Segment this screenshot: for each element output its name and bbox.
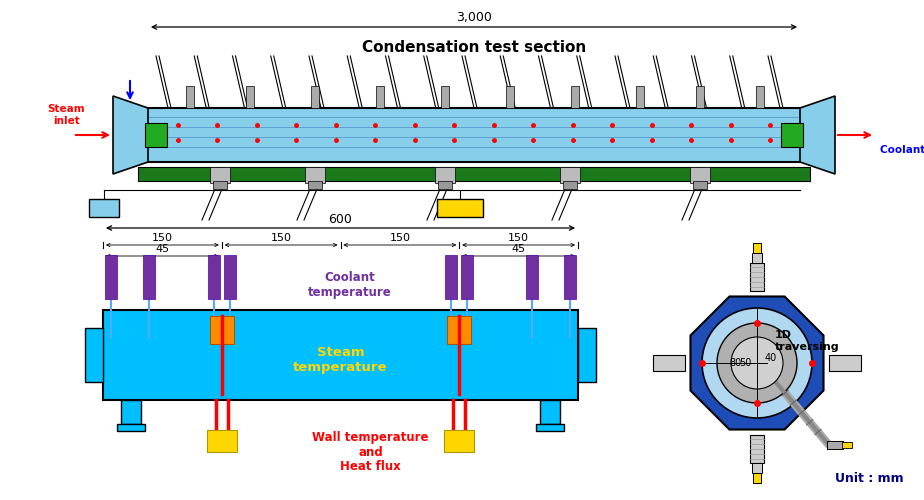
- Polygon shape: [800, 96, 835, 174]
- Bar: [208, 255, 220, 299]
- Bar: [571, 86, 579, 108]
- Text: 1D
traversing: 1D traversing: [775, 330, 840, 352]
- Text: Steam
temperature: Steam temperature: [293, 346, 388, 374]
- Bar: [445, 255, 457, 299]
- Text: 80: 80: [729, 358, 741, 368]
- Bar: [461, 255, 473, 299]
- Text: Coolant
temperature: Coolant temperature: [308, 271, 392, 299]
- Text: PT: PT: [96, 203, 112, 213]
- Bar: [438, 181, 452, 189]
- Bar: [756, 86, 764, 108]
- Bar: [564, 255, 576, 299]
- Bar: [753, 243, 761, 253]
- Bar: [506, 86, 514, 108]
- Bar: [536, 424, 564, 431]
- Bar: [308, 181, 322, 189]
- Bar: [441, 86, 449, 108]
- Bar: [636, 86, 644, 108]
- Circle shape: [717, 323, 797, 403]
- Text: 45: 45: [155, 244, 169, 254]
- Bar: [540, 400, 560, 424]
- Bar: [696, 86, 704, 108]
- FancyBboxPatch shape: [89, 199, 119, 217]
- Text: Condensation test section: Condensation test section: [362, 40, 586, 55]
- FancyBboxPatch shape: [437, 199, 483, 217]
- Text: 3,000: 3,000: [456, 11, 492, 24]
- Text: 45: 45: [512, 244, 526, 254]
- Bar: [750, 435, 764, 463]
- Text: Unit : mm: Unit : mm: [835, 472, 904, 484]
- Text: 150: 150: [152, 233, 173, 243]
- Bar: [148, 108, 800, 162]
- Text: 50: 50: [739, 358, 751, 368]
- Bar: [121, 400, 141, 424]
- Bar: [563, 181, 577, 189]
- Bar: [690, 167, 710, 183]
- Polygon shape: [113, 96, 148, 174]
- Text: Wall temperature
and
Heat flux: Wall temperature and Heat flux: [312, 430, 429, 474]
- Bar: [117, 424, 145, 431]
- Text: Steam
inlet: Steam inlet: [47, 104, 85, 126]
- Bar: [105, 255, 117, 299]
- Text: 40: 40: [765, 353, 777, 363]
- Bar: [447, 316, 471, 344]
- Text: 150: 150: [389, 233, 410, 243]
- Bar: [311, 86, 319, 108]
- Bar: [781, 123, 803, 147]
- Bar: [138, 167, 810, 181]
- Bar: [210, 167, 230, 183]
- Circle shape: [731, 337, 783, 389]
- Bar: [224, 255, 236, 299]
- Text: Coolant inlet: Coolant inlet: [880, 145, 924, 155]
- Bar: [653, 355, 685, 371]
- Bar: [444, 430, 474, 452]
- Bar: [560, 167, 580, 183]
- Bar: [842, 442, 852, 448]
- Text: 600: 600: [329, 213, 352, 226]
- Bar: [305, 167, 325, 183]
- Bar: [578, 328, 596, 382]
- Bar: [246, 86, 254, 108]
- Bar: [827, 441, 843, 449]
- Bar: [693, 181, 707, 189]
- Circle shape: [702, 308, 812, 418]
- Bar: [829, 355, 861, 371]
- Bar: [213, 181, 227, 189]
- Bar: [186, 86, 194, 108]
- Polygon shape: [690, 296, 823, 430]
- Bar: [85, 328, 103, 382]
- Text: DP: DP: [450, 202, 469, 214]
- Text: 150: 150: [508, 233, 529, 243]
- Bar: [750, 263, 764, 291]
- Text: 150: 150: [271, 233, 292, 243]
- Bar: [143, 255, 155, 299]
- Bar: [376, 86, 384, 108]
- Bar: [752, 253, 762, 263]
- Bar: [207, 430, 237, 452]
- Bar: [103, 310, 578, 400]
- Bar: [526, 255, 538, 299]
- Bar: [752, 463, 762, 473]
- Bar: [753, 473, 761, 483]
- Bar: [435, 167, 455, 183]
- Bar: [145, 123, 167, 147]
- Bar: [210, 316, 234, 344]
